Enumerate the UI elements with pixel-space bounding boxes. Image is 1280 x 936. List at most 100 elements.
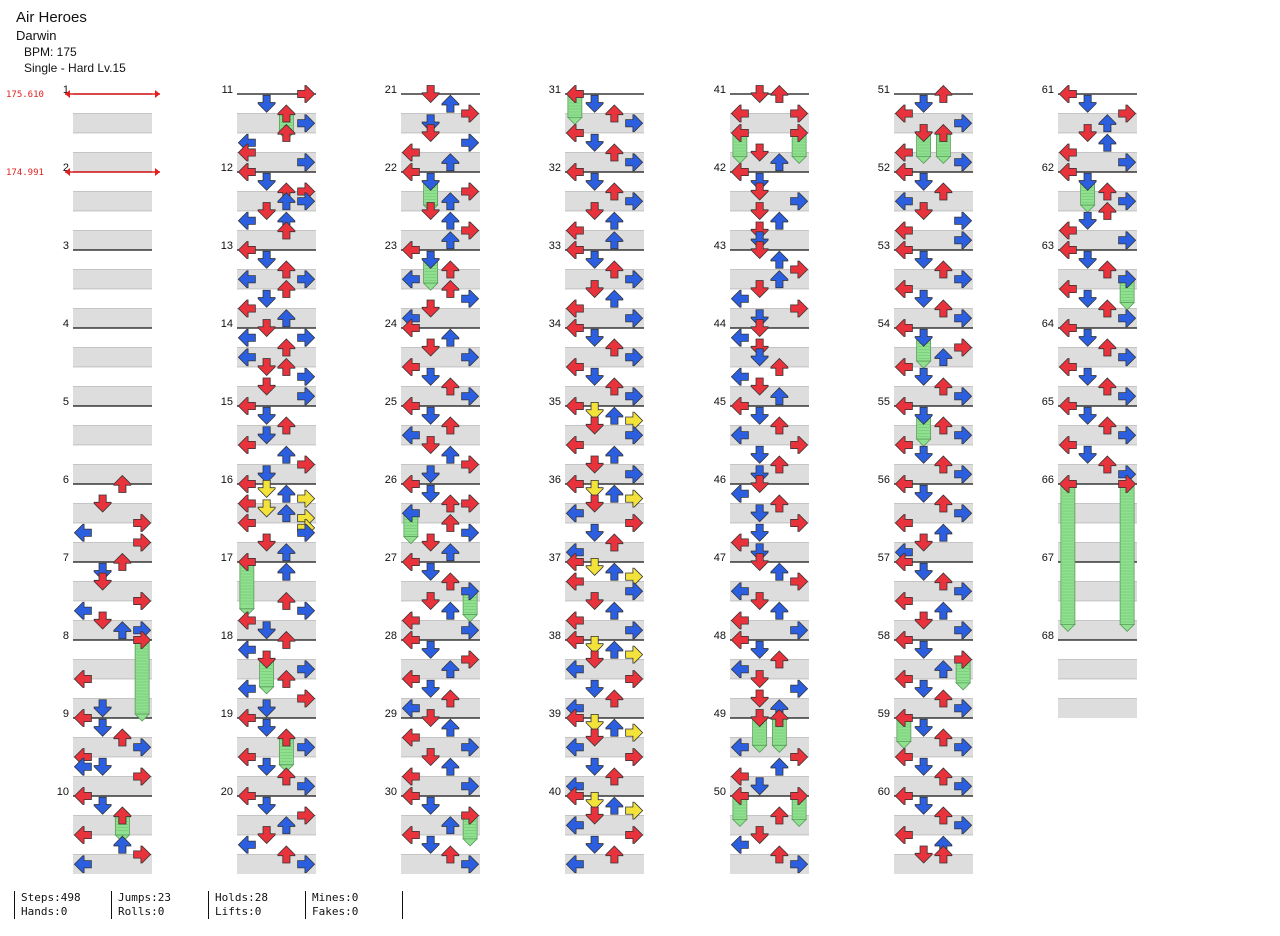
hold-tail	[895, 741, 912, 749]
arrow-up-icon	[934, 416, 953, 435]
arrow-up-icon	[934, 84, 953, 103]
arrow-up-icon	[277, 543, 296, 562]
measure-60: 60	[878, 786, 973, 874]
arrow-right-icon	[625, 582, 644, 601]
arrow-up-icon	[605, 182, 624, 201]
arrow-right-icon	[954, 114, 973, 133]
measure-number: 56	[878, 474, 890, 486]
arrow-up-icon	[605, 562, 624, 581]
arrow-left-icon	[730, 738, 749, 757]
beat-band	[73, 152, 152, 172]
arrow-down-icon	[421, 484, 440, 503]
beat-band	[894, 659, 973, 679]
arrow-right-icon	[1118, 426, 1137, 445]
arrow-down-icon	[750, 348, 769, 367]
arrow-up-icon	[934, 455, 953, 474]
beat-band	[237, 347, 316, 367]
measure-3: 3	[63, 240, 152, 328]
arrow-up-icon	[605, 338, 624, 357]
song-header: Air Heroes Darwin BPM: 175 Single - Hard…	[16, 8, 126, 76]
beat-band	[894, 854, 973, 874]
arrow-down-icon	[914, 406, 933, 425]
arrow-up-icon	[770, 650, 789, 669]
arrow-up-icon	[277, 445, 296, 464]
arrow-down-icon	[421, 679, 440, 698]
arrow-left-icon	[237, 270, 256, 289]
arrow-right-icon	[625, 826, 644, 844]
arrow-right-icon	[954, 650, 973, 669]
arrow-left-icon	[565, 611, 584, 630]
beat-band	[730, 620, 809, 640]
beat-band	[730, 854, 809, 874]
arrow-right-icon	[790, 104, 809, 123]
arrow-left-icon	[565, 319, 584, 337]
arrow-left-icon	[73, 601, 92, 620]
arrow-right-icon	[297, 855, 316, 874]
arrow-down-icon	[750, 280, 769, 299]
beat-band	[565, 152, 644, 172]
arrow-down-icon	[257, 796, 276, 815]
beat-band	[565, 113, 644, 133]
arrow-up-icon	[441, 153, 460, 172]
arrow-up-icon	[1098, 182, 1117, 201]
arrow-left-icon	[1058, 280, 1077, 298]
beat-band	[730, 425, 809, 445]
measure-number: 49	[714, 708, 726, 720]
arrow-right-icon	[1118, 387, 1137, 406]
arrow-right-icon	[297, 387, 316, 406]
arrow-left-icon	[730, 426, 749, 445]
arrow-left-icon	[237, 348, 256, 367]
arrow-down-icon	[421, 114, 440, 133]
arrow-left-icon	[894, 475, 913, 493]
arrow-left-icon	[73, 787, 92, 805]
beat-band	[73, 737, 152, 757]
measure-number: 8	[63, 630, 69, 642]
arrow-down-icon	[257, 479, 276, 498]
arrow-left-icon	[565, 299, 584, 318]
arrow-up-icon	[441, 231, 460, 250]
arrow-right-icon	[1118, 104, 1137, 123]
arrow-right-icon	[954, 387, 973, 406]
measure-27: 27	[385, 552, 480, 640]
arrow-right-icon	[954, 699, 973, 718]
arrow-down-icon	[421, 299, 440, 318]
arrow-left-icon	[730, 484, 749, 503]
song-artist: Darwin	[16, 28, 57, 43]
arrow-up-icon	[605, 260, 624, 279]
arrow-down-icon	[421, 172, 440, 191]
arrow-down-icon	[585, 416, 604, 435]
measure-number: 32	[549, 162, 561, 174]
arrow-left-icon	[565, 631, 584, 649]
arrow-left-icon	[894, 748, 913, 766]
arrow-down-icon	[914, 250, 933, 269]
hold-down	[915, 337, 932, 369]
beat-band	[894, 698, 973, 718]
measure-13: 13	[221, 240, 316, 328]
beat-band	[237, 698, 316, 718]
arrow-right-icon	[133, 533, 152, 552]
arrow-down-icon	[257, 358, 276, 377]
arrow-down-icon	[750, 338, 769, 357]
measure-52: 52	[878, 162, 973, 250]
arrow-down-icon	[585, 250, 604, 269]
arrow-left-icon	[894, 241, 913, 259]
arrow-left-icon	[1058, 475, 1077, 493]
arrow-up-icon	[277, 279, 296, 298]
arrow-right-icon	[461, 738, 480, 757]
arrow-left-icon	[73, 709, 92, 727]
beat-band	[73, 191, 152, 211]
arrow-down-icon	[257, 250, 276, 269]
measure-14: 14	[221, 318, 316, 406]
measure-number: 31	[549, 84, 561, 96]
beat-band	[1058, 698, 1137, 718]
arrow-up-icon	[277, 192, 296, 211]
beat-band	[401, 308, 480, 328]
measure-number: 33	[549, 240, 561, 252]
measure-number: 41	[714, 84, 726, 96]
measure-47: 47	[714, 552, 809, 640]
beat-band	[1058, 581, 1137, 601]
arrow-left-icon	[565, 738, 584, 757]
arrow-up-icon	[441, 816, 460, 835]
arrow-down-icon	[914, 172, 933, 191]
arrow-down-icon	[914, 611, 933, 630]
